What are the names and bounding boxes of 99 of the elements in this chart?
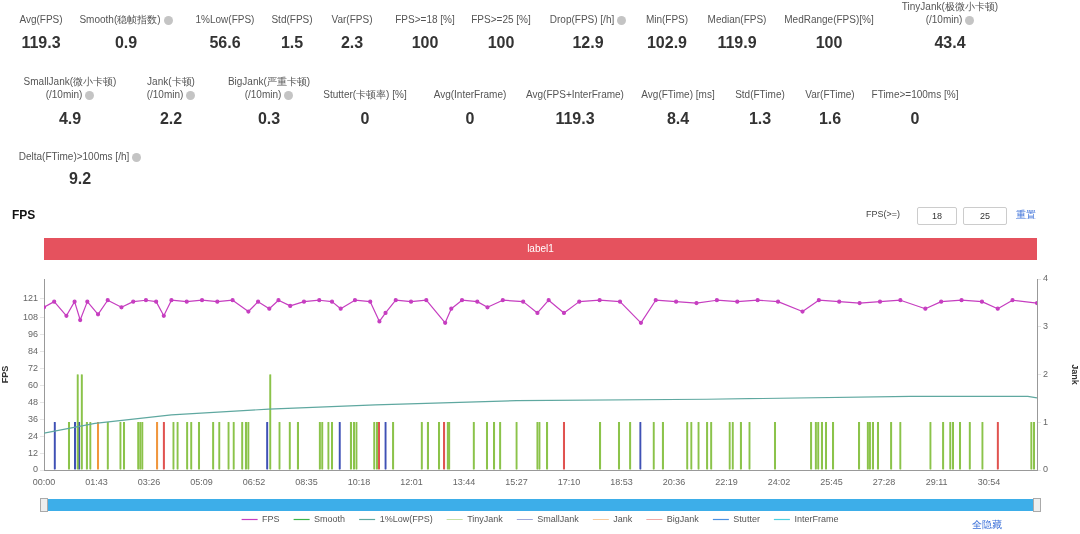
category-label: MedRange(FPS)[%] — [784, 14, 874, 25]
y-tick-label: 0 — [32, 464, 38, 475]
data-label: 119.3 — [554, 110, 596, 128]
category-label: Min(FPS) — [645, 14, 689, 25]
y2-tick-label: 4 — [1043, 273, 1049, 284]
legend-label: 1%Low(FPS) — [379, 513, 433, 524]
x-tick-label: 24:02 — [767, 476, 791, 487]
x-tick-label: 30:54 — [977, 476, 1001, 487]
category-label: 1%Low(FPS) — [195, 14, 255, 25]
legend-label: Smooth — [314, 513, 346, 524]
y-tick-label: 60 — [27, 379, 38, 390]
text: FPS(>=) — [866, 209, 901, 219]
y2-tick-label: 0 — [1043, 464, 1049, 475]
y-tick-label: 121 — [22, 293, 38, 304]
legend-label: Stutter — [733, 513, 760, 524]
data-label: 0 — [464, 110, 476, 128]
category-label: Var(FPS) — [331, 14, 373, 25]
data-label: 43.4 — [933, 34, 967, 52]
category-label: SmallJank(微小卡顿) (/10min) — [23, 76, 117, 100]
category-label: Avg(FPS+InterFrame) — [526, 89, 624, 100]
text: 全隐藏 — [972, 518, 1002, 532]
data-label: 9.2 — [67, 170, 93, 188]
data-label: 0.9 — [113, 34, 139, 52]
y2-tick-label: 1 — [1043, 416, 1049, 427]
data-label: 8.4 — [665, 110, 691, 128]
chart-title: FPS — [12, 208, 36, 222]
data-label: 119.9 — [717, 34, 757, 51]
data-label: 0 — [909, 110, 921, 128]
data-label: 4.9 — [57, 110, 83, 128]
y-tick-label: 48 — [27, 396, 38, 407]
category-label: Avg(InterFrame) — [433, 89, 507, 100]
legend-label: FPS — [262, 513, 280, 524]
data-label: 100 — [814, 34, 844, 52]
x-tick-label: 06:52 — [242, 476, 266, 487]
x-tick-label: 03:26 — [137, 476, 161, 487]
data-label: 2.3 — [340, 34, 364, 51]
y2-axis-title: Jank — [1070, 364, 1080, 386]
y-tick-label: 96 — [27, 328, 38, 339]
y-tick-label: 12 — [27, 447, 38, 458]
x-tick-label: 13:44 — [452, 476, 476, 487]
category-label: Std(FTime) — [735, 89, 785, 100]
legend-label: TinyJank — [467, 513, 504, 524]
text: 重置 — [1016, 208, 1036, 222]
y2-tick-label: 2 — [1043, 368, 1049, 379]
data-label: 102.9 — [646, 34, 688, 51]
legend-label: BigJank — [666, 513, 700, 524]
data-label: 0.3 — [256, 110, 282, 128]
category-label: Median(FPS) — [707, 14, 767, 25]
category-label: TinyJank(极微小卡顿) (/10min) — [901, 1, 999, 25]
category-label: Avg(FPS) — [19, 14, 63, 25]
data-label: 1.6 — [817, 110, 843, 128]
data-label: 56.6 — [209, 34, 241, 51]
data-label: 1.5 — [280, 34, 304, 51]
legend-label: Jank — [613, 513, 633, 524]
x-tick-label: 29:11 — [925, 476, 948, 487]
data-label: 1.3 — [747, 110, 773, 128]
category-label: FTime>=100ms [%] — [871, 89, 959, 100]
category-label: Drop(FPS) [/h] — [549, 14, 615, 25]
x-tick-label: 00:00 — [32, 476, 56, 487]
x-tick-label: 12:01 — [400, 476, 423, 487]
x-tick-label: 17:10 — [557, 476, 581, 487]
x-tick-label: 01:43 — [85, 476, 108, 487]
category-label: BigJank(严重卡顿) (/10min) — [227, 76, 311, 100]
y-tick-label: 108 — [22, 311, 38, 322]
y-tick-label: 84 — [27, 345, 38, 356]
category-label: Smooth(稳帧指数) — [79, 14, 161, 25]
text: 18 — [917, 207, 957, 225]
legend-label: InterFrame — [794, 513, 839, 524]
data-label: 2.2 — [158, 110, 184, 128]
data-label: 119.3 — [20, 34, 62, 52]
x-tick-label: 15:27 — [505, 476, 528, 487]
data-label: 100 — [486, 34, 516, 52]
y-tick-label: 24 — [27, 430, 38, 441]
data-label: 100 — [410, 34, 440, 52]
y-axis-title: FPS — [0, 365, 10, 384]
y-tick-label: 72 — [27, 362, 38, 373]
x-tick-label: 20:36 — [662, 476, 686, 487]
x-tick-label: 05:09 — [190, 476, 213, 487]
x-tick-label: 27:28 — [872, 476, 896, 487]
category-label: Avg(FTime) [ms] — [641, 89, 715, 100]
data-label: 0 — [359, 110, 371, 128]
x-tick-label: 08:35 — [295, 476, 318, 487]
band-label: label1 — [44, 238, 1037, 260]
category-label: Delta(FTime)>100ms [/h] — [17, 150, 131, 163]
category-label: Jank(卡顿) (/10min) — [146, 76, 195, 100]
text: 25 — [963, 207, 1007, 225]
category-label: Var(FTime) — [805, 89, 855, 100]
category-label: Std(FPS) — [271, 14, 313, 25]
x-tick-label: 25:45 — [820, 476, 843, 487]
x-tick-label: 22:19 — [715, 476, 738, 487]
x-tick-label: 10:18 — [347, 476, 371, 487]
x-tick-label: 18:53 — [610, 476, 633, 487]
data-label: 12.9 — [571, 34, 605, 52]
category-label: FPS>=18 [%] — [395, 14, 455, 25]
y2-tick-label: 3 — [1043, 321, 1049, 332]
y-tick-label: 36 — [27, 413, 38, 424]
category-label: FPS>=25 [%] — [471, 14, 531, 25]
legend-label: SmallJank — [537, 513, 580, 524]
category-label: Stutter(卡顿率) [%] — [323, 89, 407, 100]
